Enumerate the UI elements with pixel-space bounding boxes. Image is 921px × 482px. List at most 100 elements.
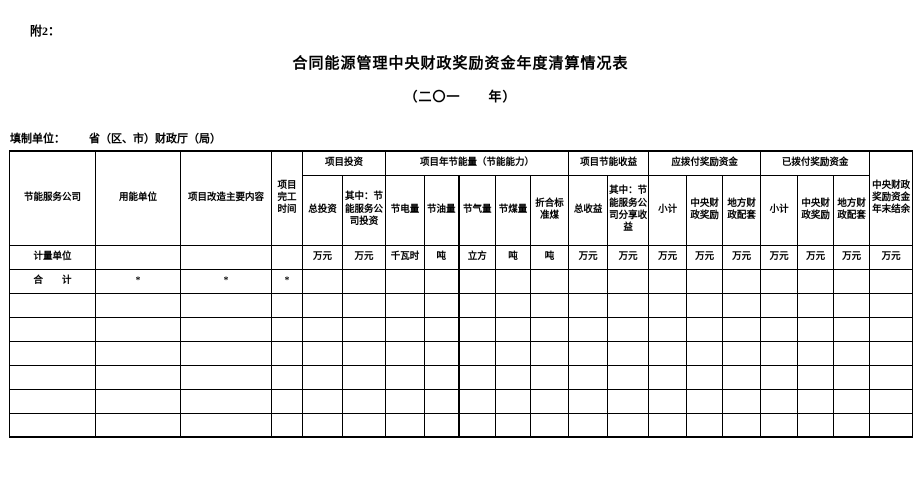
empty-cell [607, 292, 650, 318]
empty-cell [648, 364, 688, 390]
empty-cell [180, 388, 272, 414]
empty-table-row [9, 412, 914, 438]
empty-cell [686, 412, 724, 438]
empty-cell [797, 340, 835, 366]
empty-cell [869, 388, 914, 414]
empty-cell [568, 412, 609, 438]
empty-cell [458, 388, 497, 414]
empty-cell [833, 340, 871, 366]
attachment-label: 附2： [30, 24, 61, 38]
empty-cell [458, 292, 497, 318]
empty-cell [760, 412, 799, 438]
header-cell-completion-time: 项目完工时间 [271, 150, 303, 246]
header-cell-standard-coal: 折合标准煤 [530, 174, 570, 246]
empty-cell [869, 364, 914, 390]
empty-cell [833, 316, 871, 342]
empty-cell [341, 388, 387, 414]
empty-cell [271, 364, 303, 390]
unit-cell: 万元 [341, 244, 387, 270]
empty-cell [760, 388, 799, 414]
total-cell [760, 268, 799, 294]
unit-row-label: 计量单位 [9, 244, 96, 270]
empty-cell [180, 340, 272, 366]
header-cell-gas-saved: 节气量 [458, 174, 497, 246]
empty-cell [722, 292, 762, 318]
header-cell-payable-central: 中央财政奖励 [686, 174, 724, 246]
table-head-and-fixed-rows: 节能服务公司 用能单位 项目改造主要内容 项目完工时间 项目投资 项目年节能量（… [9, 150, 914, 294]
empty-cell [302, 412, 343, 438]
total-cell [686, 268, 724, 294]
header-cell-payable-local: 地方财政配套 [722, 174, 762, 246]
empty-cell [424, 364, 460, 390]
unit-cell: 千瓦时 [385, 244, 426, 270]
empty-cell [180, 292, 272, 318]
header-cell-coal-saved: 节煤量 [495, 174, 532, 246]
empty-cell [760, 316, 799, 342]
unit-cell [271, 244, 303, 270]
unit-cell: 吨 [495, 244, 532, 270]
total-cell: * [271, 268, 303, 294]
empty-cell [271, 340, 303, 366]
empty-cell [271, 316, 303, 342]
empty-cell [568, 364, 609, 390]
unit-cell: 万元 [797, 244, 835, 270]
header-cell-oil-saved: 节油量 [424, 174, 460, 246]
empty-cell [341, 364, 387, 390]
empty-cell [833, 388, 871, 414]
empty-cell [302, 364, 343, 390]
settlement-table: 节能服务公司 用能单位 项目改造主要内容 项目完工时间 项目投资 项目年节能量（… [9, 150, 914, 438]
header-cell-esco-shared-income: 其中：节能服务公司分享收益 [607, 174, 650, 246]
total-cell [722, 268, 762, 294]
empty-cell [495, 412, 532, 438]
empty-cell [797, 388, 835, 414]
empty-cell [869, 316, 914, 342]
unit-cell: 万元 [722, 244, 762, 270]
empty-cell [458, 412, 497, 438]
empty-cell [385, 292, 426, 318]
unit-row: 计量单位 万元 万元 千瓦时 吨 立方 吨 吨 万元 万元 万元 万元 万元 万… [9, 244, 914, 270]
empty-cell [648, 292, 688, 318]
total-cell [648, 268, 688, 294]
empty-cell [568, 316, 609, 342]
unit-cell [95, 244, 181, 270]
total-cell [607, 268, 650, 294]
empty-cell [568, 388, 609, 414]
empty-cell [9, 316, 96, 342]
empty-table-row [9, 364, 914, 390]
total-row: 合 计 * * * [9, 268, 914, 294]
header-cell-electricity-saved: 节电量 [385, 174, 426, 246]
empty-cell [568, 292, 609, 318]
empty-cell [686, 364, 724, 390]
empty-cell [271, 388, 303, 414]
unit-cell: 万元 [648, 244, 688, 270]
empty-cell [95, 316, 181, 342]
empty-cell [385, 340, 426, 366]
group-header-income: 项目节能收益 [568, 150, 650, 176]
empty-cell [722, 364, 762, 390]
empty-cell [180, 364, 272, 390]
empty-cell [9, 412, 96, 438]
empty-cell [686, 340, 724, 366]
empty-cell [302, 292, 343, 318]
empty-cell [760, 340, 799, 366]
empty-cell [648, 316, 688, 342]
empty-cell [797, 316, 835, 342]
empty-cell [797, 412, 835, 438]
empty-cell [607, 364, 650, 390]
empty-cell [271, 412, 303, 438]
header-cell-energy-user: 用能单位 [95, 150, 181, 246]
empty-cell [458, 364, 497, 390]
empty-cell [495, 292, 532, 318]
sub-header-row: 总投资 其中：节能服务公司投资 节电量 节油量 节气量 节煤量 折合标准煤 总收… [10, 174, 913, 246]
empty-cell [271, 292, 303, 318]
unit-cell: 万元 [833, 244, 871, 270]
total-cell: * [180, 268, 272, 294]
header-cell-project-content: 项目改造主要内容 [180, 150, 272, 246]
empty-cell [458, 340, 497, 366]
empty-table-row [9, 388, 914, 414]
empty-cell [9, 388, 96, 414]
empty-cell [341, 292, 387, 318]
total-cell [341, 268, 387, 294]
empty-cell [95, 388, 181, 414]
